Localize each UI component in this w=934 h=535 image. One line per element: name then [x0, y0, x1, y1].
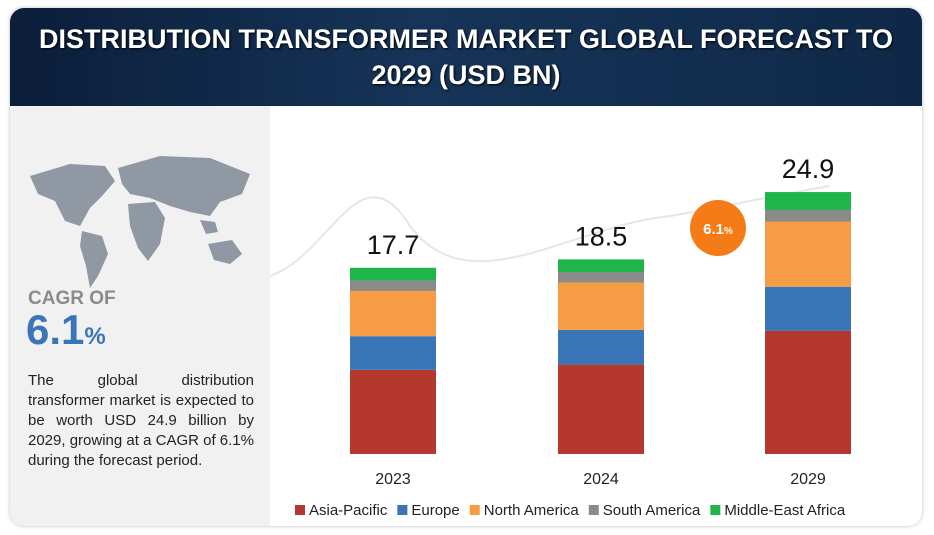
badge-unit: %: [724, 226, 733, 237]
world-map: [30, 156, 250, 288]
bar-segment: [350, 280, 436, 291]
bar-segment: [765, 209, 851, 222]
legend-label: South America: [603, 502, 701, 519]
chart-title: DISTRIBUTION TRANSFORMER MARKET GLOBAL F…: [39, 24, 893, 90]
legend-label: North America: [484, 502, 580, 519]
legend-label: Middle-East Africa: [724, 502, 846, 519]
x-tick-label: 2029: [790, 471, 826, 488]
bar-segment: [765, 192, 851, 210]
badge-number: 6.1: [703, 221, 724, 238]
legend-swatch: [710, 505, 721, 515]
legend-swatch: [397, 505, 408, 515]
legend-label: Asia-Pacific: [309, 502, 388, 519]
bar-segment: [558, 259, 644, 273]
cagr-unit: %: [84, 323, 106, 350]
bar-segment: [765, 221, 851, 287]
total-label: 18.5: [575, 221, 628, 251]
total-label: 24.9: [782, 154, 835, 184]
legend-label: Europe: [411, 502, 459, 519]
bar-segment: [350, 290, 436, 337]
bar-segment: [558, 272, 644, 283]
bar-segment: [350, 336, 436, 370]
badge-text: 6.1%: [703, 221, 733, 238]
x-tick-label: 2024: [583, 471, 619, 488]
description: The global distribution transformer mark…: [28, 372, 254, 469]
header: DISTRIBUTION TRANSFORMER MARKET GLOBAL F…: [10, 8, 922, 106]
infographic: DISTRIBUTION TRANSFORMER MARKET GLOBAL F…: [10, 8, 922, 526]
cagr-label: CAGR OF: [28, 288, 116, 309]
bar-segment: [350, 369, 436, 454]
chart: 17.7 2023 18.5 2024 24.9 2029 6.1% Asia-Pacific…: [270, 154, 851, 519]
total-label: 17.7: [367, 230, 420, 260]
bar-segment: [765, 330, 851, 454]
legend-swatch: [469, 505, 480, 515]
bar-segment: [558, 329, 644, 365]
cagr-number: 6.1: [26, 306, 85, 353]
sidebar: CAGR OF 6.1% The global distribution tra…: [10, 106, 270, 526]
cagr-value: 6.1%: [26, 306, 106, 354]
x-tick-label: 2023: [375, 471, 411, 488]
legend-swatch: [295, 505, 305, 515]
cagr-badge: [690, 200, 746, 256]
decor-line: [270, 185, 831, 277]
legend-swatch: [588, 505, 599, 515]
bar-segment: [765, 286, 851, 331]
bar-segment: [558, 282, 644, 330]
bar-segment: [350, 267, 436, 281]
bar-segment: [558, 364, 644, 454]
